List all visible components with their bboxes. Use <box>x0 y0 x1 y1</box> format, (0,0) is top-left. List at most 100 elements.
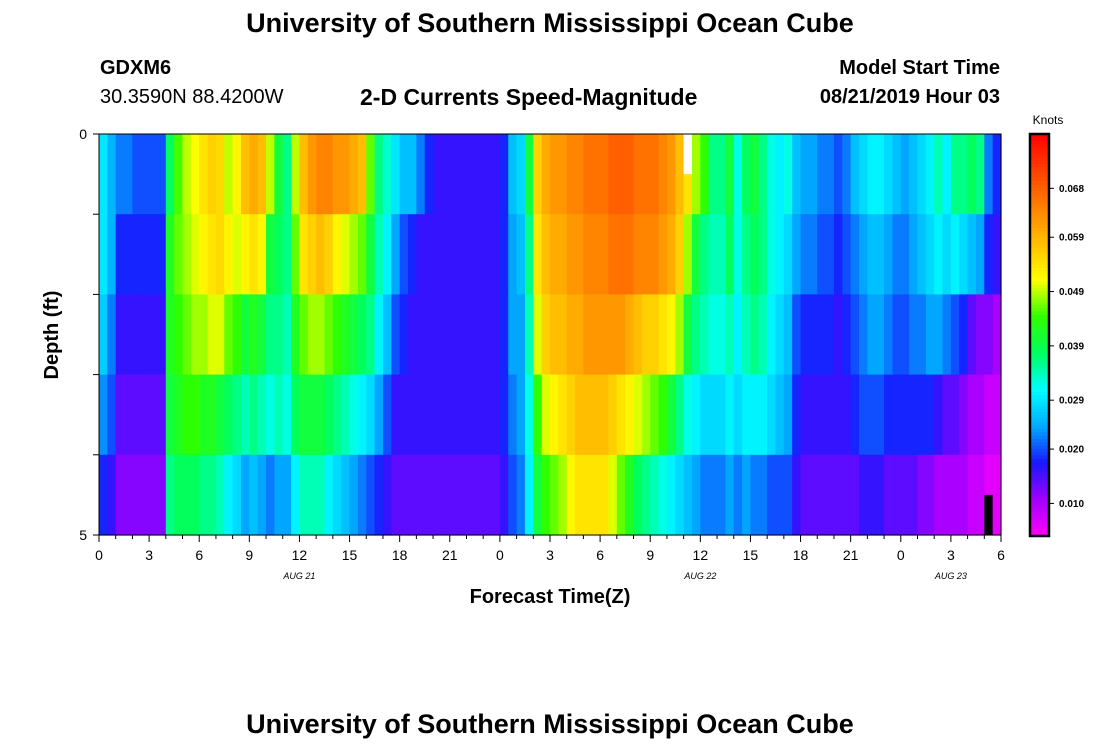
heatmap-cell <box>867 374 877 456</box>
colorbar-segment <box>1030 204 1049 209</box>
heatmap-cell <box>274 214 284 295</box>
heatmap-cell <box>742 294 752 376</box>
heatmap-cell <box>324 374 334 456</box>
heatmap-cell <box>641 294 651 376</box>
heatmap-cell <box>199 294 209 376</box>
colorbar-segment <box>1030 479 1049 483</box>
heatmap-cell <box>758 374 768 456</box>
heatmap-cell <box>215 454 225 536</box>
heatmap-cell <box>767 454 777 536</box>
heatmap-cell <box>758 294 768 376</box>
heatmap-cell <box>633 374 643 456</box>
missing-data-cell <box>984 494 993 535</box>
heatmap-cell <box>967 214 977 295</box>
heatmap-cell <box>967 294 977 376</box>
heatmap-cell <box>99 454 108 536</box>
heatmap-cell <box>792 214 802 295</box>
heatmap-cell <box>466 454 476 536</box>
heatmap-cell <box>842 214 852 295</box>
heatmap-cell <box>725 374 735 456</box>
colorbar-segment <box>1030 247 1049 252</box>
colorbar-segment <box>1030 345 1049 349</box>
colorbar-segment <box>1030 261 1049 266</box>
colorbar-segment <box>1030 378 1049 383</box>
heatmap-cell <box>917 374 927 456</box>
colorbar-segment <box>1030 227 1049 232</box>
heatmap-cell <box>992 134 1002 215</box>
heatmap-cell <box>792 134 802 215</box>
colorbar-segment <box>1030 241 1049 246</box>
heatmap-cell <box>366 374 376 456</box>
heatmap-cell <box>224 374 234 456</box>
heatmap-cell <box>909 454 919 536</box>
heatmap-cell <box>408 374 417 456</box>
heatmap-cell <box>550 294 559 376</box>
heatmap-cell <box>817 374 827 456</box>
heatmap-cell <box>917 294 927 376</box>
x-tick-label: 3 <box>947 547 955 563</box>
heatmap-cell <box>257 134 267 215</box>
heatmap-cell <box>850 374 860 456</box>
heatmap-cell <box>140 214 150 295</box>
heatmap-cell <box>466 214 476 295</box>
heatmap-cell <box>458 374 468 456</box>
heatmap-cell <box>742 454 752 536</box>
heatmap-cell <box>357 134 367 215</box>
x-tick-label: 0 <box>897 547 905 563</box>
heatmap-cell <box>992 374 1002 456</box>
colorbar-segment <box>1030 475 1049 480</box>
heatmap-cell <box>808 134 818 215</box>
heatmap-cell <box>750 214 760 295</box>
heatmap-cell <box>808 294 818 376</box>
heatmap-cell <box>900 374 910 456</box>
heatmap-cell <box>900 214 910 295</box>
colorbar-tick-label: 0.039 <box>1059 341 1084 352</box>
colorbar-segment <box>1030 167 1049 172</box>
heatmap-cell <box>650 134 660 215</box>
heatmap-cell <box>324 294 334 376</box>
heatmap-cell <box>959 454 969 536</box>
heatmap-cell <box>207 294 217 376</box>
x-axis: 0 3 6 9 12 15 18 21 0 3 6 9 12 15 18 21 0 3 6 AUG 21 AUG 22 A… <box>95 535 1005 581</box>
heatmap-cell <box>374 214 384 295</box>
heatmap-cell <box>884 134 894 215</box>
date-label: AUG 22 <box>683 571 716 581</box>
heatmap-cell <box>992 214 1002 295</box>
heatmap-cell <box>867 294 877 376</box>
heatmap-cell <box>291 454 301 536</box>
x-tick-label: 21 <box>843 547 859 563</box>
heatmap-cell <box>884 374 894 456</box>
heatmap-cell <box>708 134 718 215</box>
heatmap-cell <box>700 374 710 456</box>
heatmap-cell <box>666 294 676 376</box>
heatmap-cell <box>215 214 225 295</box>
heatmap-cell <box>742 214 752 295</box>
heatmap-cell <box>499 294 509 376</box>
heatmap-cell <box>566 294 576 376</box>
heatmap-cell <box>733 374 743 456</box>
heatmap-cell <box>633 294 643 376</box>
heatmap-cell <box>474 134 484 215</box>
colorbar-segment <box>1030 288 1049 293</box>
heatmap-cell <box>307 374 317 456</box>
heatmap-cell <box>408 214 417 295</box>
heatmap-cell <box>124 374 134 456</box>
heatmap-cell <box>299 214 309 295</box>
heatmap-cell <box>157 214 167 295</box>
colorbar-segment <box>1030 485 1049 490</box>
heatmap-cell <box>691 214 701 295</box>
heatmap-cell <box>800 134 810 215</box>
heatmap-cell <box>566 134 576 215</box>
heatmap-cell <box>892 214 902 295</box>
heatmap-cell <box>817 294 827 376</box>
heatmap-cell <box>516 214 526 295</box>
heatmap-cell <box>115 134 125 215</box>
heatmap-cell <box>474 374 484 456</box>
heatmap-cell <box>758 454 768 536</box>
heatmap-cell <box>449 214 459 295</box>
heatmap-cell <box>583 214 593 295</box>
heatmap-cell <box>433 134 443 215</box>
x-tick-label: 9 <box>646 547 654 563</box>
heatmap-cell <box>124 454 134 536</box>
heatmap-cell <box>466 294 476 376</box>
